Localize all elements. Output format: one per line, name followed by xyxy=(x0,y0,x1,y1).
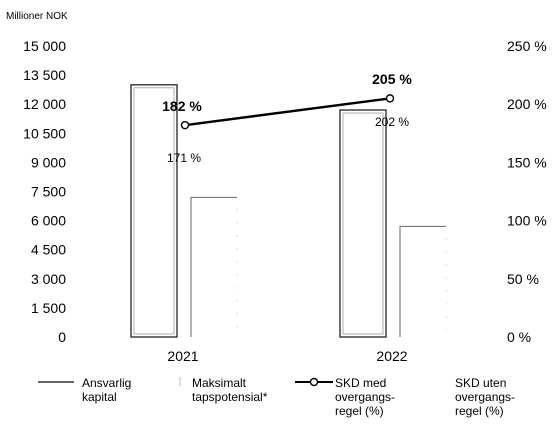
left-tick-label: 15 000 xyxy=(23,38,66,54)
left-axis-ticks: 15 000 13 500 12 000 10 500 9 000 7 500 6 000 4… xyxy=(23,38,66,345)
left-tick-label: 3 000 xyxy=(31,271,66,287)
left-tick-label: 9 000 xyxy=(31,154,66,170)
left-tick-label: 7 500 xyxy=(31,184,66,200)
left-tick-label: 13 500 xyxy=(23,67,66,83)
left-tick-label: 4 500 xyxy=(31,242,66,258)
bar-ansvarlig-kapital-inner xyxy=(342,112,384,335)
legend-label: regel (%) xyxy=(335,404,384,418)
legend-label: Maksimalt xyxy=(192,376,247,390)
bar-ansvarlig-kapital xyxy=(130,84,178,338)
bar-ansvarlig-kapital-inner xyxy=(133,87,175,335)
category-labels: 2021 2022 xyxy=(167,348,407,364)
left-tick-label: 12 000 xyxy=(23,96,66,112)
line-skd-med-overgangsregel xyxy=(184,97,391,127)
legend-label: Ansvarlig xyxy=(82,376,131,390)
legend-label: regel (%) xyxy=(455,404,504,418)
right-tick-label: 150 % xyxy=(507,154,547,170)
legend-label: overgangs- xyxy=(335,390,395,404)
data-labels: 182 % 205 % 171 % 202 % xyxy=(162,71,412,165)
right-tick-label: 250 % xyxy=(507,38,547,54)
category-label: 2022 xyxy=(376,348,407,364)
left-tick-label: 1 500 xyxy=(31,300,66,316)
bar-maksimalt-tapspotensial xyxy=(190,196,237,337)
bar-ansvarlig-kapital xyxy=(339,109,387,338)
data-label-skd-med-2022: 205 % xyxy=(372,71,412,87)
legend-label: SKD uten xyxy=(455,376,506,390)
legend-label: SKD med xyxy=(335,376,386,390)
unit-label: Millioner NOK xyxy=(6,11,68,22)
left-tick-label: 6 000 xyxy=(31,213,66,229)
line-point-marker xyxy=(385,94,395,103)
left-tick-label: 10 500 xyxy=(23,125,66,141)
right-tick-label: 0 % xyxy=(507,329,531,345)
data-label-skd-uten-2021: 171 % xyxy=(167,151,201,165)
line-point-marker xyxy=(180,120,190,130)
legend-label: kapital xyxy=(82,390,117,404)
legend-swatch-marker xyxy=(309,377,319,387)
left-tick-label: 0 xyxy=(58,329,66,345)
line-series xyxy=(180,94,395,130)
right-tick-label: 100 % xyxy=(507,213,547,229)
category-label: 2021 xyxy=(167,348,198,364)
legend-label: tapspotensial* xyxy=(192,390,268,404)
legend-label: overgangs- xyxy=(455,390,515,404)
right-tick-label: 200 % xyxy=(507,96,547,112)
right-tick-label: 50 % xyxy=(507,271,539,287)
right-axis-ticks: 250 % 200 % 150 % 100 % 50 % 0 % xyxy=(507,38,547,345)
data-label-skd-uten-2022: 202 % xyxy=(375,115,409,129)
data-label-skd-med-2021: 182 % xyxy=(162,98,202,114)
bar-maksimalt-tapspotensial xyxy=(399,225,446,337)
bars xyxy=(130,84,447,338)
